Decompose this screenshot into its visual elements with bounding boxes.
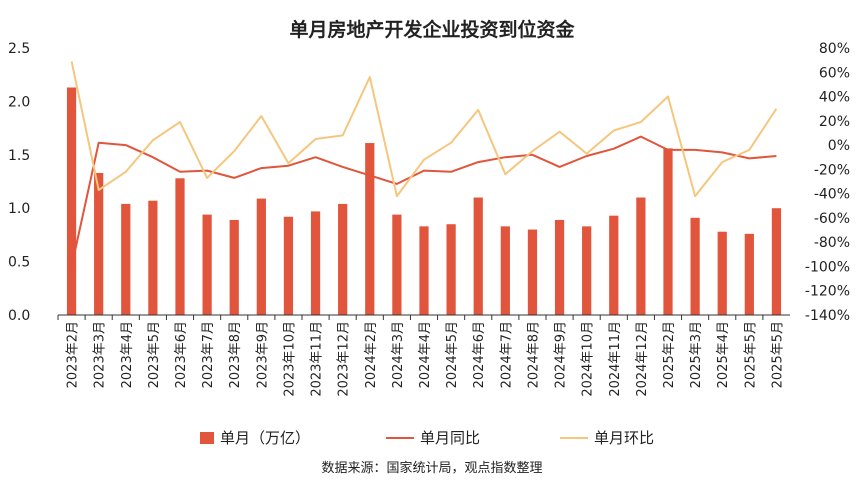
bar — [527, 229, 538, 315]
x-tick-label: 2024年3月 — [391, 321, 406, 388]
x-tick-label: 2025年2月 — [662, 321, 677, 388]
x-tick-label: 2023年8月 — [228, 321, 243, 388]
right-tick-label: 60% — [819, 65, 850, 81]
left-tick-label: 1.5 — [8, 148, 30, 164]
x-tick-label: 2024年2月 — [364, 321, 379, 388]
x-tick-label: 2024年7月 — [499, 321, 514, 388]
left-tick-label: 1.0 — [8, 201, 30, 217]
left-tick-label: 2.5 — [8, 41, 30, 57]
x-tick-label: 2023年3月 — [93, 321, 108, 388]
x-tick-label: 2024年9月 — [554, 321, 569, 388]
bar — [121, 203, 131, 315]
right-tick-label: 20% — [819, 114, 850, 130]
x-tick-label: 2023年7月 — [201, 321, 216, 388]
x-tick-label: 2024年10月 — [581, 321, 596, 397]
bar — [636, 197, 646, 315]
bar — [446, 224, 456, 315]
x-tick-label: 2023年12月 — [337, 321, 352, 397]
legend-label: 单月同比 — [420, 429, 480, 447]
bar — [609, 215, 619, 315]
bar — [229, 219, 239, 315]
x-tick-label: 2025年5月 — [770, 321, 785, 388]
x-tick-label: 2024年8月 — [526, 321, 541, 388]
x-axis: 2023年2月 2023年3月 2023年4月 2023年5月 2023年6月 2023年… — [57, 315, 785, 397]
bar — [175, 178, 185, 315]
bar — [554, 219, 565, 315]
bar — [473, 197, 483, 315]
right-tick-label: -60% — [814, 211, 850, 227]
bar — [310, 211, 321, 315]
right-tick-label: 80% — [819, 41, 850, 57]
bar — [771, 208, 782, 315]
bar — [94, 172, 104, 315]
right-tick-label: -100% — [805, 259, 850, 275]
legend-label: 单月（万亿） — [220, 429, 310, 447]
series-line — [70, 135, 777, 267]
line-series — [70, 61, 778, 267]
x-tick-label: 2024年4月 — [418, 321, 433, 388]
left-tick-label: 2.0 — [8, 94, 30, 110]
x-tick-label: 2025年4月 — [716, 321, 731, 388]
right-tick-label: -20% — [814, 162, 850, 178]
bar — [365, 143, 375, 315]
bar — [419, 226, 429, 315]
bar — [717, 231, 727, 315]
x-tick-label: 2025年5月 — [743, 321, 758, 388]
bar — [256, 198, 266, 315]
right-tick-label: -120% — [805, 284, 850, 300]
left-tick-label: 0.5 — [8, 255, 30, 271]
x-tick-label: 2024年6月 — [472, 321, 487, 388]
bar — [744, 233, 754, 315]
x-tick-label: 2023年11月 — [310, 321, 325, 397]
x-tick-label: 2024年11月 — [608, 321, 623, 397]
bar — [148, 200, 158, 315]
left-tick-label: 0.0 — [8, 308, 30, 324]
right-axis: -140% -120% -100% -80% -60% -40% -20% 0% 20% 40% 6… — [805, 41, 850, 324]
x-tick-label: 2023年9月 — [255, 321, 270, 388]
bar-series — [66, 87, 782, 316]
x-tick-label: 2023年10月 — [282, 321, 297, 397]
x-tick-label: 2025年3月 — [689, 321, 704, 388]
legend: 单月（万亿） 单月同比 单月环比 — [200, 429, 654, 447]
bar — [338, 203, 348, 315]
legend-label: 单月环比 — [594, 429, 654, 447]
bar — [500, 226, 510, 315]
right-tick-label: -140% — [805, 308, 850, 324]
bar — [202, 214, 212, 315]
bar — [690, 217, 700, 315]
x-tick-label: 2023年2月 — [66, 321, 81, 388]
series-line — [70, 61, 778, 198]
right-tick-label: 40% — [819, 90, 850, 106]
legend-swatch — [200, 432, 214, 444]
bar — [582, 226, 592, 315]
chart-title: 单月房地产开发企业投资到位资金 — [289, 18, 575, 41]
x-tick-label: 2023年5月 — [147, 321, 162, 388]
x-tick-label: 2024年12月 — [635, 321, 650, 397]
bar — [392, 214, 402, 315]
bar — [66, 87, 77, 316]
right-tick-label: 0% — [828, 138, 850, 154]
x-tick-label: 2023年6月 — [174, 321, 189, 388]
right-tick-label: -80% — [814, 235, 850, 251]
left-axis: 0.0 0.5 1.0 1.5 2.0 2.5 — [8, 41, 30, 324]
bar — [663, 148, 673, 315]
source-note: 数据来源：国家统计局，观点指数整理 — [321, 460, 542, 476]
x-tick-label: 2023年4月 — [120, 321, 135, 388]
x-tick-label: 2024年5月 — [445, 321, 460, 388]
right-tick-label: -40% — [814, 187, 850, 203]
bar — [283, 216, 294, 315]
